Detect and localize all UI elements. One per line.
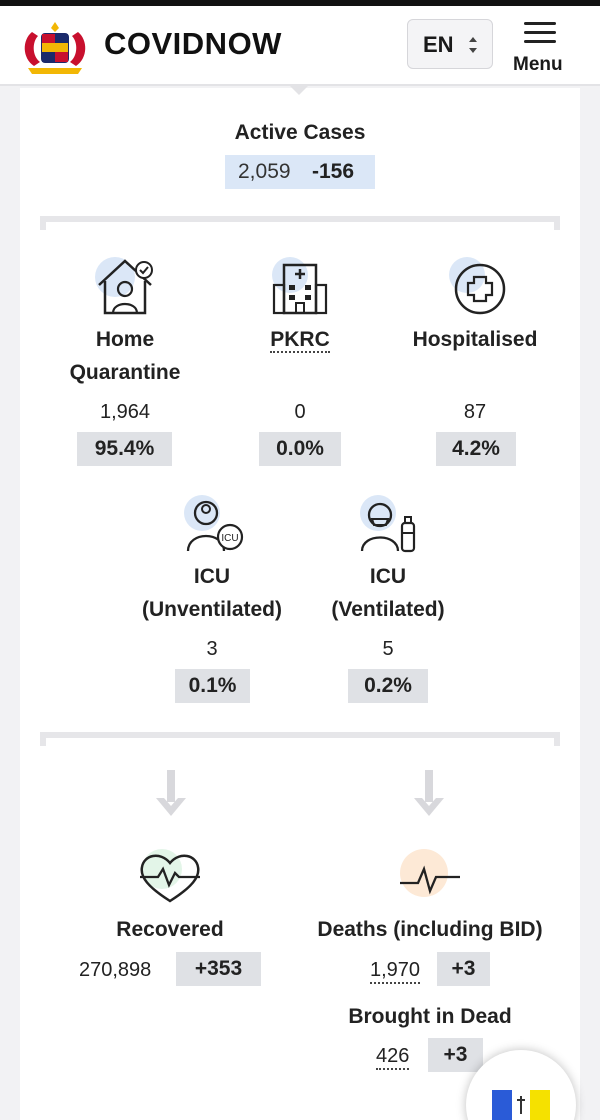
chevron-updown-icon (469, 37, 477, 53)
recovered-label: Recovered (116, 918, 224, 941)
ventilator-patient-icon (360, 495, 416, 553)
active-cases-badge: 2,059 -156 (225, 155, 375, 189)
caret-pointer (290, 86, 308, 95)
icu-ventilated-label-line2: (Ventilated) (331, 598, 445, 621)
home-quarantine-icon (95, 257, 153, 315)
hospitalised-percent: 4.2% (436, 432, 516, 466)
home-quarantine-label-line1: Home (95, 328, 155, 351)
bid-value[interactable]: 426 (376, 1045, 410, 1070)
state-flag-icon (492, 1090, 550, 1120)
bid-delta: +3 (428, 1038, 483, 1072)
pkrc-percent: 0.0% (259, 432, 341, 466)
divider (40, 216, 560, 230)
pkrc-value: 0 (294, 401, 306, 423)
flatline-icon (400, 849, 460, 897)
building-icon (272, 257, 328, 315)
brand-title[interactable]: COVIDNOW (104, 26, 282, 61)
hospitalised-label: Hospitalised (412, 328, 538, 351)
pkrc-label-text[interactable]: PKRC (270, 328, 330, 353)
hospitalised-value: 87 (463, 401, 487, 423)
top-edge (0, 0, 600, 6)
home-quarantine-label-line2: Quarantine (69, 361, 181, 384)
medical-cross-icon (449, 257, 506, 315)
icu-ventilated-value: 5 (382, 638, 394, 660)
language-select[interactable]: EN (407, 19, 493, 69)
deaths-delta: +3 (437, 952, 490, 986)
pkrc-label[interactable]: PKRC (240, 323, 360, 356)
menu-button[interactable]: Menu (510, 22, 572, 80)
app-header: COVIDNOW EN Menu (0, 6, 600, 86)
icu-unventilated-percent: 0.1% (175, 669, 250, 703)
icu-unventilated-label-line2: (Unventilated) (141, 598, 282, 621)
icu-ventilated-percent: 0.2% (348, 669, 428, 703)
home-quarantine-percent: 95.4% (77, 432, 172, 466)
divider (40, 732, 560, 746)
home-quarantine-value: 1,964 (99, 401, 151, 423)
bid-label: Brought in Dead (348, 1005, 512, 1028)
arrow-down-icon (156, 770, 186, 816)
icu-doctor-icon: ICU (184, 495, 244, 552)
recovered-delta: +353 (176, 952, 261, 986)
heart-pulse-icon (140, 849, 200, 903)
icu-ventilated-label-line1: ICU (369, 565, 407, 588)
deaths-label: Deaths (including BID) (317, 918, 543, 941)
arrow-down-icon (414, 770, 444, 816)
active-cases-value: 2,059 (238, 160, 291, 183)
hamburger-icon (524, 22, 556, 46)
icu-unventilated-label-line1: ICU (193, 565, 231, 588)
active-cases-label: Active Cases (234, 121, 366, 144)
svg-text:ICU: ICU (221, 533, 238, 544)
language-value: EN (423, 32, 454, 57)
coat-of-arms-icon[interactable] (18, 18, 92, 76)
menu-label: Menu (513, 54, 563, 75)
active-cases-delta: -156 (312, 160, 355, 183)
recovered-value: 270,898 (79, 959, 152, 981)
deaths-value[interactable]: 1,970 (370, 959, 421, 984)
icu-unventilated-value: 3 (206, 638, 218, 660)
